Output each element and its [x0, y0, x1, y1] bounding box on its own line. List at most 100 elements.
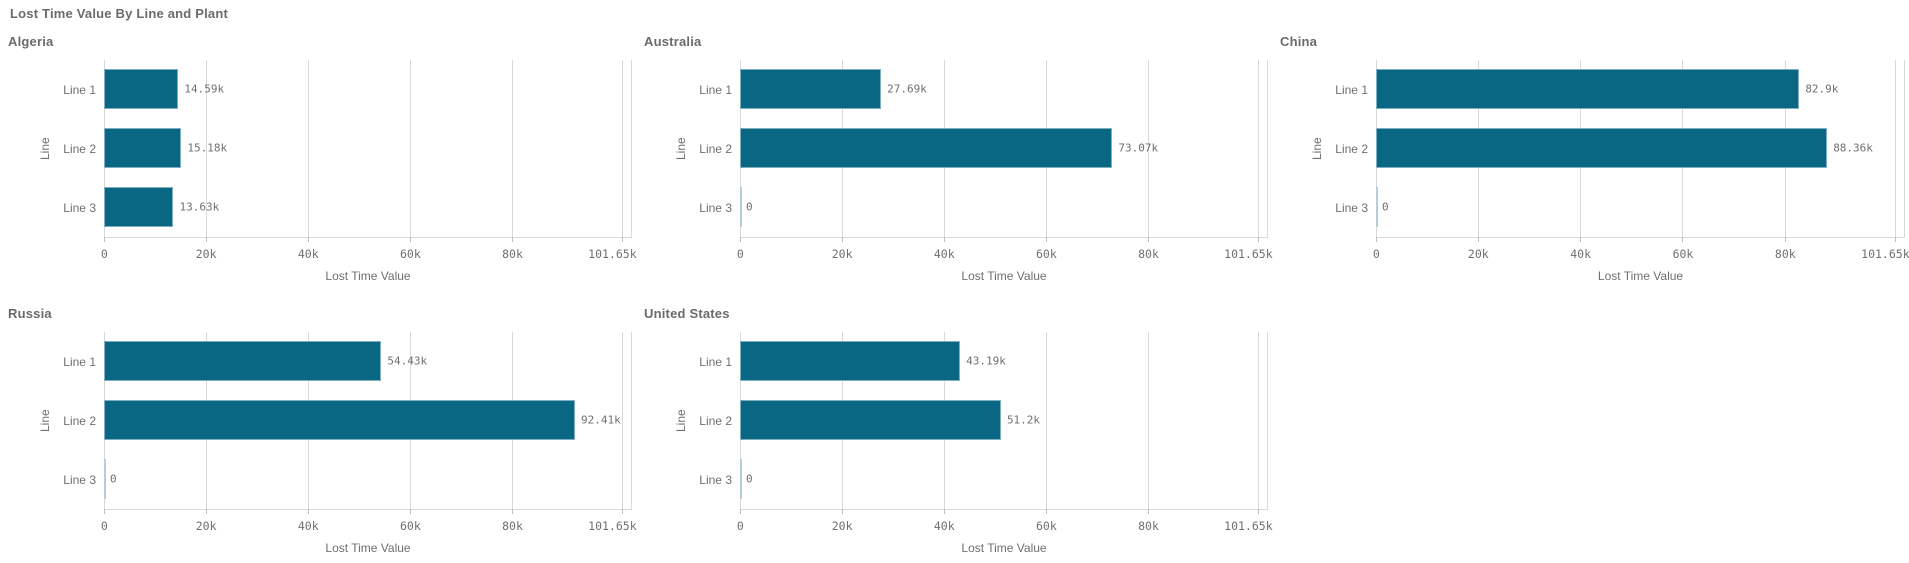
bar-australia-line-3[interactable]	[740, 187, 742, 228]
bar-russia-line-3[interactable]	[104, 459, 106, 500]
x-tick-label: 0	[100, 519, 108, 533]
tick-mark	[943, 509, 945, 514]
tick-mark	[1895, 237, 1897, 242]
gridline	[1045, 332, 1047, 509]
tick-mark	[1045, 509, 1047, 514]
gridline	[1147, 60, 1149, 237]
category-label: Line 2	[63, 141, 96, 156]
x-tick-label: 0	[736, 247, 744, 261]
tick-mark	[1682, 237, 1684, 242]
gridline	[409, 60, 411, 237]
bar-russia-line-1[interactable]	[104, 341, 382, 382]
category-label: Line 1	[699, 82, 732, 97]
category-label: Line 2	[699, 413, 732, 428]
bar-united-states-line-2[interactable]	[740, 400, 1001, 441]
tick-mark	[205, 509, 207, 514]
bar-algeria-line-2[interactable]	[104, 128, 182, 169]
category-axis: Line 1 Line 2 Line 3	[0, 60, 96, 238]
x-axis-tick-labels: 0 20k 40k 60k 80k 101.65k	[100, 519, 637, 533]
bar-algeria-line-1[interactable]	[104, 69, 179, 110]
tick-mark	[841, 237, 843, 242]
chart-russia: Russia Line Line 1 Line 2 Line 3 54.43k 92.41k…	[0, 300, 637, 563]
bar-row: 82.9k	[1376, 60, 1904, 119]
category-label: Line 3	[63, 201, 96, 216]
bar-australia-line-2[interactable]	[740, 128, 1113, 169]
tick-mark	[841, 509, 843, 514]
bar-row: 13.63k	[104, 178, 631, 237]
gridline	[1147, 332, 1149, 509]
gridline	[1258, 332, 1260, 509]
x-tick-label: 40k	[297, 519, 319, 533]
category-label: Line 3	[699, 473, 732, 488]
category-label: Line 2	[699, 141, 732, 156]
page-title: Lost Time Value By Line and Plant	[10, 6, 229, 21]
bar-value-label: 14.59k	[184, 82, 225, 96]
bar-australia-line-1[interactable]	[740, 69, 882, 110]
x-tick-label: 20k	[195, 247, 217, 261]
tick-mark	[511, 237, 513, 242]
tick-mark	[1258, 237, 1260, 242]
x-axis-tick-labels: 0 20k 40k 60k 80k 101.65k	[736, 247, 1273, 261]
x-tick-label: 60k	[1035, 519, 1057, 533]
chart-china: China Line Line 1 Line 2 Line 3 82.9k 88.36k 0 0…	[1272, 28, 1909, 300]
bar-row: 15.18k	[104, 119, 631, 178]
bar-value-label: 88.36k	[1833, 141, 1873, 155]
x-tick-label: 80k	[1138, 247, 1159, 261]
bar-china-line-3[interactable]	[1376, 187, 1378, 228]
x-tick-label: 40k	[933, 519, 955, 533]
gridline	[622, 60, 624, 237]
x-tick-label: 40k	[1570, 247, 1592, 261]
bar-united-states-line-1[interactable]	[740, 341, 961, 382]
tick-mark	[1147, 237, 1149, 242]
chart-title: Australia	[644, 34, 702, 49]
x-tick-label: 101.65k	[588, 247, 637, 261]
bar-row: 0	[104, 450, 631, 509]
x-axis-tick-labels: 0 20k 40k 60k 80k 101.65k	[100, 247, 637, 261]
x-axis-tick-labels: 0 20k 40k 60k 80k 101.65k	[1373, 247, 1909, 261]
chart-algeria: Algeria Line Line 1 Line 2 Line 3 14.59k 15.18…	[0, 28, 637, 300]
gridline	[1258, 60, 1260, 237]
tick-mark	[740, 237, 741, 242]
x-axis-title: Lost Time Value	[961, 269, 1047, 283]
gridline	[307, 60, 309, 237]
chart-title: China	[1280, 34, 1318, 49]
chart-united-states: United States Line Line 1 Line 2 Line 3 43.19…	[636, 300, 1273, 563]
bar-row: 54.43k	[104, 332, 631, 391]
bar-russia-line-2[interactable]	[104, 400, 575, 441]
chart-australia: Australia Line Line 1 Line 2 Line 3 27.69k 73.…	[636, 28, 1273, 300]
x-tick-label: 101.65k	[588, 519, 637, 533]
tick-mark	[307, 237, 309, 242]
x-tick-label: 60k	[1035, 247, 1057, 261]
x-tick-label: 20k	[831, 519, 853, 533]
x-tick-label: 20k	[831, 247, 853, 261]
gridline	[205, 60, 207, 237]
x-tick-label: 80k	[1774, 247, 1796, 261]
tick-mark	[409, 509, 411, 514]
tick-mark	[104, 237, 105, 242]
plot-area: 14.59k 15.18k 13.63k	[104, 60, 632, 242]
x-tick-label: 20k	[1467, 247, 1489, 261]
tick-mark	[307, 509, 309, 514]
trellis-grid: Algeria Line Line 1 Line 2 Line 3 14.59k 15.18…	[0, 28, 1909, 563]
x-axis-title: Lost Time Value	[961, 541, 1047, 555]
bar-algeria-line-3[interactable]	[104, 187, 174, 228]
x-tick-label: 60k	[399, 247, 421, 261]
bar-row: 0	[740, 450, 1267, 509]
x-tick-label: 101.65k	[1224, 519, 1273, 533]
gridline	[622, 332, 624, 509]
tick-mark	[943, 237, 945, 242]
tick-mark	[622, 509, 624, 514]
x-tick-label: 80k	[502, 247, 523, 261]
bar-value-label: 0	[110, 472, 117, 486]
x-tick-label: 101.65k	[1224, 247, 1273, 261]
bar-united-states-line-3[interactable]	[740, 459, 742, 500]
tick-mark	[1784, 237, 1786, 242]
x-tick-label: 0	[100, 247, 108, 261]
bar-china-line-1[interactable]	[1376, 69, 1800, 110]
tick-mark	[1580, 237, 1582, 242]
x-tick-label: 80k	[502, 519, 523, 533]
tick-mark	[104, 509, 105, 514]
x-tick-label: 20k	[195, 519, 217, 533]
bar-china-line-2[interactable]	[1376, 128, 1828, 169]
x-axis-title: Lost Time Value	[325, 269, 411, 283]
